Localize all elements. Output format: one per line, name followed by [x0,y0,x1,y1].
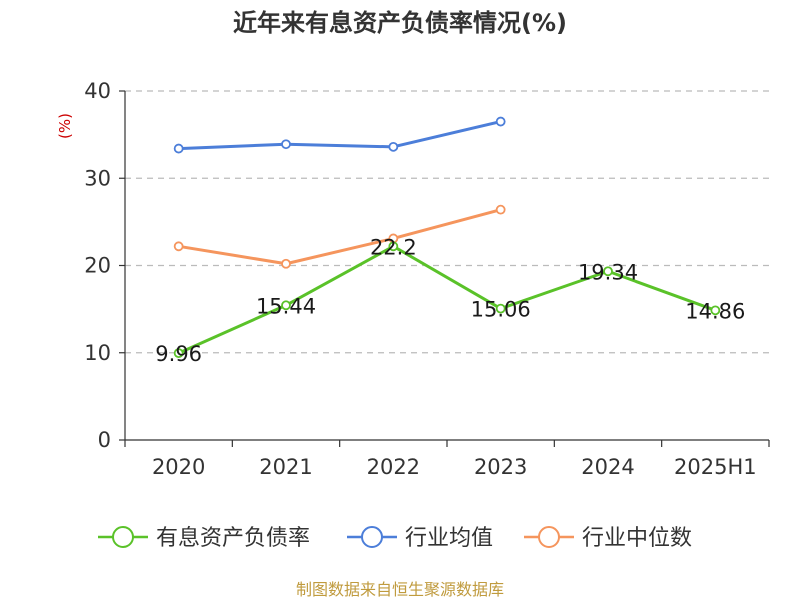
y-tick-label: 20 [84,254,111,278]
data-point [495,204,506,215]
data-point [388,241,399,252]
data-point [710,305,721,316]
data-label: 15.06 [471,298,531,322]
legend[interactable]: 有息资产负债率 行业均值 行业中位数 [98,526,692,551]
data-point [388,141,399,152]
data-point [495,116,506,127]
axes: 0 10 20 30 40 2020 2021 2022 2023 2024 2025H1 [84,79,770,479]
grid-lines [125,90,769,354]
x-tick-label: 2021 [259,455,312,479]
x-tick-label: 2025H1 [674,455,757,479]
data-point [281,258,291,269]
legend-item[interactable]: 行业均值 [347,526,493,551]
data-point [173,143,184,154]
x-tick-label: 2020 [152,455,205,479]
series-line [177,244,717,355]
legend-label: 有息资产负债率 [156,526,310,551]
legend-marker [112,526,134,548]
legend-label: 行业均值 [405,526,493,551]
data-label: 15.44 [256,294,316,318]
y-tick-label: 40 [84,79,111,103]
y-tick-label: 0 [98,428,111,452]
series-line [177,120,503,151]
data-point [281,300,291,311]
y-tick-label: 30 [84,166,111,190]
data-point [173,241,184,252]
x-tick-label: 2022 [367,455,420,479]
data-point [603,266,613,277]
data-label: 19.34 [578,260,638,284]
series-lines [173,116,721,358]
legend-label: 行业中位数 [582,526,692,551]
legend-marker [361,526,383,548]
data-point [281,139,291,150]
source-note: 制图数据来自恒生聚源数据库 [296,580,504,599]
legend-item[interactable]: 行业中位数 [524,526,692,551]
data-point [173,348,184,358]
series-line [177,208,503,266]
x-tick-label: 2024 [581,455,634,479]
x-tick-label: 2023 [474,455,527,479]
data-point [495,303,506,314]
legend-marker [538,526,560,548]
chart-title: 近年来有息资产负债率情况(%) [233,9,567,37]
legend-item[interactable]: 有息资产负债率 [98,526,310,551]
data-labels: 9.96 15.44 22.2 15.06 19.34 14.86 [155,235,745,366]
y-tick-label: 10 [84,341,111,365]
data-label: 14.86 [685,299,745,323]
data-label: 9.96 [155,342,202,366]
data-label: 22.2 [370,235,417,259]
y-axis-unit: (%) [56,113,74,139]
